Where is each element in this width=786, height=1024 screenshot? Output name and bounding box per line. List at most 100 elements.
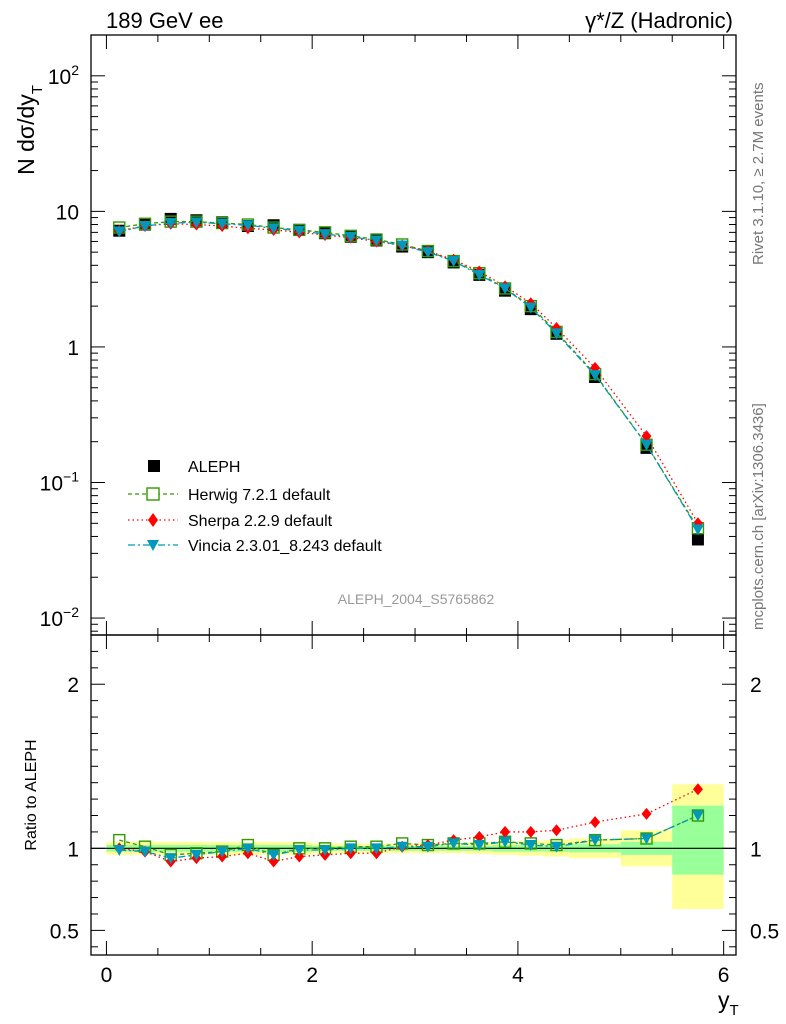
plot-title-left: 189 GeV ee: [106, 8, 223, 33]
main-y-tick-label: 102: [48, 62, 79, 89]
data-point-aleph: [691, 533, 704, 546]
ratio-point-sherpa: [474, 830, 485, 843]
ratio-point-vincia: [524, 840, 537, 852]
data-point-vincia: [447, 256, 460, 268]
main-y-tick-label: 10−2: [40, 604, 80, 631]
mcplots-credit-label: mcplots.cern.ch [arXiv:1306.3436]: [750, 403, 767, 630]
ratio-point-vincia: [421, 841, 434, 853]
main-y-tick-label-base: 1: [67, 337, 79, 360]
data-point-vincia: [499, 283, 512, 295]
ratio-point-sherpa: [590, 816, 601, 829]
data-point-vincia: [640, 439, 653, 451]
legend-marker-aleph: [148, 460, 160, 472]
analysis-id-watermark: ALEPH_2004_S5765862: [338, 591, 495, 607]
ratio-point-vincia: [344, 843, 357, 855]
main-y-tick-label-exponent: −1: [63, 468, 79, 484]
legend-marker-sherpa: [148, 513, 158, 527]
ratio-point-vincia: [447, 838, 460, 850]
ratio-y-tick-label-left: 1: [67, 838, 79, 861]
ratio-point-sherpa: [551, 824, 562, 837]
ratio-point-vincia: [319, 844, 332, 856]
ratio-point-vincia: [550, 841, 563, 853]
main-y-tick-label: 1: [67, 337, 79, 360]
ratio-point-vincia: [216, 846, 229, 858]
ratio-point-vincia: [293, 844, 306, 856]
legend-entry-herwig: Herwig 7.2.1 default: [128, 487, 331, 504]
main-y-tick-label-exponent: 2: [71, 62, 79, 78]
data-point-vincia: [319, 229, 332, 241]
legend-label-aleph: ALEPH: [188, 459, 240, 476]
legend-marker-vincia: [147, 540, 159, 551]
data-point-vincia: [164, 218, 177, 230]
series-line-herwig: [119, 220, 699, 529]
data-point-vincia: [267, 223, 280, 235]
ratio-y-tick-label-right: 1: [750, 838, 762, 861]
ratio-frame: [90, 634, 737, 956]
ratio-point-sherpa: [294, 850, 305, 863]
legend-entry-vincia: Vincia 2.3.01_8.243 default: [128, 538, 382, 555]
main-y-tick-label: 10−1: [40, 468, 80, 495]
data-point-vincia: [293, 225, 306, 237]
data-point-vincia: [691, 524, 704, 536]
ratio-y-tick-label-right: 2: [750, 674, 762, 697]
data-point-sherpa: [641, 430, 652, 443]
ratio-point-vincia: [370, 843, 383, 855]
legend: ALEPH Herwig 7.2.1 default Sherpa 2.2.9 …: [128, 459, 382, 555]
main-y-tick-label-base: 10: [40, 472, 63, 495]
legend-label-vincia: Vincia 2.3.01_8.243 default: [188, 538, 382, 555]
x-axis-label-sub: T: [730, 1002, 739, 1019]
x-tick-label: 2: [306, 964, 318, 987]
x-tick-label: 4: [512, 964, 524, 987]
ratio-point-vincia: [241, 843, 254, 855]
main-y-tick-label-base: 10: [48, 66, 71, 89]
ratio-point-vincia: [139, 846, 152, 858]
ratio-point-vincia: [190, 849, 203, 861]
ratio-point-vincia: [473, 840, 486, 852]
ratio-series: [113, 783, 705, 868]
ratio-y-axis-label: Ratio to ALEPH: [23, 739, 40, 850]
ratio-point-vincia: [691, 810, 704, 822]
legend-entry-aleph: ALEPH: [148, 459, 240, 476]
panel-frames: [90, 34, 737, 956]
data-point-vincia: [190, 217, 203, 229]
ratio-point-sherpa: [692, 783, 703, 796]
main-y-tick-label-base: 10: [56, 201, 79, 224]
legend-marker-herwig: [146, 487, 160, 501]
data-point-vincia: [370, 235, 383, 247]
data-point-vincia: [421, 247, 434, 259]
data-point-vincia: [589, 370, 602, 382]
data-point-vincia: [524, 302, 537, 314]
data-point-vincia: [396, 240, 409, 252]
ratio-point-vincia: [164, 853, 177, 865]
ratio-point-sherpa: [641, 807, 652, 820]
x-axis-label: yT: [718, 987, 739, 1019]
main-y-tick-label: 10: [56, 201, 79, 224]
main-y-axis-label-text: N dσ/dy: [13, 94, 39, 175]
data-point-vincia: [473, 269, 486, 281]
data-point-vincia: [550, 328, 563, 340]
ratio-point-sherpa: [268, 855, 279, 868]
series-line-vincia: [119, 221, 699, 530]
ratio-point-sherpa: [500, 825, 511, 838]
plot-title-right: γ*/Z (Hadronic): [585, 8, 733, 33]
ratio-y-tick-label-left: 0.5: [50, 920, 79, 943]
ratio-point-vincia: [640, 833, 653, 845]
ratio-point-vincia: [396, 841, 409, 853]
ratio-uncertainty-bands: [91, 784, 736, 910]
data-point-vincia: [139, 221, 152, 233]
legend-entry-sherpa: Sherpa 2.2.9 default: [128, 513, 333, 530]
data-point-vincia: [216, 218, 229, 230]
data-point-vincia: [113, 226, 126, 238]
series-line-sherpa: [119, 223, 699, 524]
data-point-vincia: [344, 231, 357, 243]
ratio-y-tick-label-left: 2: [67, 674, 79, 697]
ratio-point-vincia: [499, 836, 512, 848]
x-tick-label: 0: [101, 964, 113, 987]
x-tick-label: 6: [718, 964, 730, 987]
data-point-vincia: [241, 220, 254, 232]
main-y-axis-label-sub: T: [29, 85, 46, 94]
ratio-point-vincia: [113, 844, 126, 856]
main-y-tick-label-exponent: −2: [63, 604, 79, 620]
